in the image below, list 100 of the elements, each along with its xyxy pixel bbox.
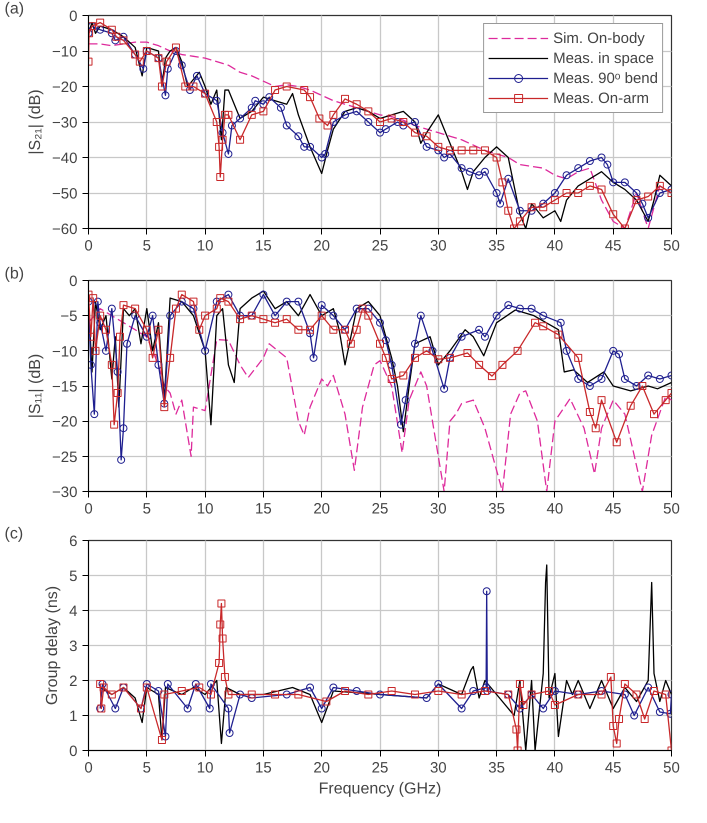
point [482, 587, 491, 596]
point [96, 680, 104, 688]
y-axis-title: Group delay (ns) [44, 586, 62, 706]
point [160, 690, 168, 698]
point [598, 690, 606, 698]
y-tick-label: 2 [69, 673, 78, 690]
point [329, 684, 338, 692]
text: (a) [4, 0, 24, 18]
x-tick-label: 40 [546, 760, 564, 776]
point [206, 704, 214, 712]
x-tick-label: 40 [546, 500, 564, 518]
point [620, 680, 629, 688]
y-tick-label: −60 [52, 221, 78, 238]
point [612, 740, 621, 748]
point [550, 701, 559, 709]
point [215, 659, 224, 667]
y-tick-label: 1 [69, 708, 78, 725]
x-tick-label: 5 [142, 500, 151, 518]
point [306, 684, 314, 692]
point [516, 704, 524, 712]
point [224, 704, 232, 712]
text: (c) [4, 526, 24, 542]
point [111, 704, 120, 712]
point [322, 698, 330, 706]
point [458, 704, 466, 712]
x-tick-label: 5 [142, 760, 151, 776]
point [606, 673, 615, 681]
point [422, 694, 431, 702]
y-tick-label: 0 [69, 273, 78, 290]
y-tick-label: 3 [69, 638, 78, 655]
x-tick-label: 50 [663, 238, 680, 254]
point [482, 684, 490, 692]
point [108, 690, 116, 698]
y-tick-label: −20 [52, 414, 78, 431]
point [195, 684, 204, 692]
point [632, 690, 641, 698]
point [640, 715, 649, 723]
point [154, 687, 162, 695]
point [539, 704, 548, 712]
x-tick-label: 5 [142, 238, 151, 254]
point [480, 687, 489, 695]
point [620, 690, 629, 698]
legend-label: Sim. On-body [553, 30, 645, 46]
x-tick-label: 30 [430, 760, 447, 776]
point [609, 722, 618, 730]
x-tick-label: 35 [488, 238, 505, 254]
x-tick-label: 0 [84, 500, 93, 518]
x-tick-label: 25 [372, 500, 388, 518]
x-tick-label: 30 [430, 500, 447, 518]
x-tick-label: 15 [255, 500, 272, 518]
y-axis-title: |S₂₁| (dB) [27, 89, 44, 155]
point [434, 687, 442, 695]
point [615, 715, 624, 723]
y-tick-label: −40 [52, 150, 78, 167]
y-tick-label: −20 [52, 79, 78, 96]
point [598, 687, 606, 695]
legend-label: Meas. in space [553, 50, 654, 66]
x-tick-label: 20 [313, 500, 330, 518]
point [364, 690, 372, 698]
point [434, 680, 442, 688]
point [178, 687, 186, 695]
x-tick-label: 0 [84, 760, 93, 776]
x-tick-label: 25 [372, 238, 388, 254]
x-tick-label: 0 [84, 238, 93, 254]
point [218, 634, 227, 642]
x-tick-label: 40 [546, 238, 564, 254]
point [469, 687, 478, 695]
point [388, 687, 396, 695]
x-tick-label: 10 [196, 500, 214, 518]
x-tick-label: 50 [663, 500, 680, 518]
point [650, 687, 658, 695]
y-tick-label: −30 [52, 484, 78, 501]
y-tick-label: −25 [52, 448, 78, 466]
legend-label: Meas. 90ᵒ bend [553, 70, 658, 86]
point [164, 680, 172, 688]
point [483, 687, 492, 695]
point [550, 687, 559, 695]
legend-label: Meas. On-arm [553, 90, 649, 106]
x-tick-label: 10 [196, 760, 214, 776]
y-axis-title: |S₁₁| (dB) [27, 354, 44, 418]
point [158, 736, 166, 744]
point [192, 680, 200, 688]
y-tick-label: −5 [60, 308, 78, 326]
point [184, 704, 192, 712]
point [206, 690, 215, 698]
text: (b) [4, 266, 24, 282]
point [248, 694, 256, 702]
y-tick-label: −10 [52, 44, 78, 60]
point [352, 687, 361, 695]
point [220, 673, 229, 681]
y-tick-label: 6 [69, 533, 78, 550]
point [224, 690, 232, 698]
x-tick-label: 35 [488, 760, 505, 776]
x-tick-label: 45 [604, 760, 622, 776]
point [236, 690, 244, 698]
point [630, 712, 638, 720]
point [545, 687, 554, 695]
point [656, 708, 664, 716]
point [216, 620, 224, 628]
x-tick-label: 20 [313, 238, 330, 254]
